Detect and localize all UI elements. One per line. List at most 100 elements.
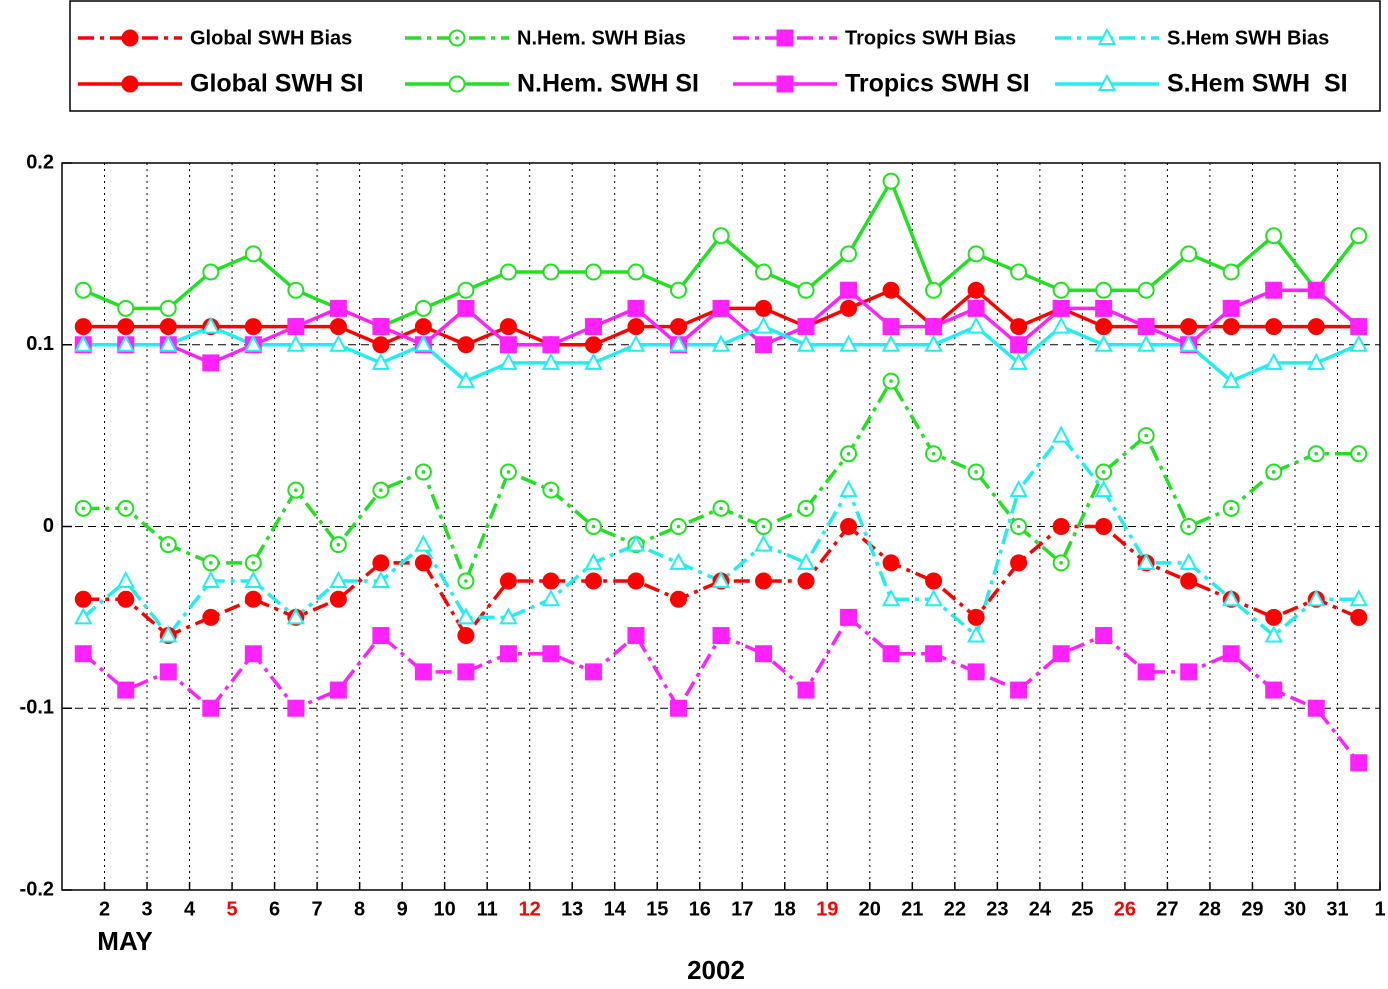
data-point [1307,589,1326,607]
data-point [201,316,220,334]
data-point [626,334,646,352]
data-point [1095,627,1113,645]
y-tick-label: 0 [43,515,54,537]
marker-dot [294,488,298,492]
x-tick-label: 2 [99,898,110,920]
data-point [669,699,687,717]
data-point [755,336,773,354]
data-point [1010,318,1028,336]
data-point [117,590,135,608]
data-point [74,590,92,608]
x-tick-label: 17 [731,898,753,920]
data-point [286,334,306,352]
data-point [669,318,687,336]
data-point [840,245,858,263]
data-point [1180,318,1198,336]
data-point [669,552,688,570]
data-point [967,299,985,317]
marker-dot [591,524,596,529]
month-label: MAY [97,926,152,956]
data-point [329,334,348,352]
legend-marker [776,75,794,93]
x-tick-label: 18 [774,898,796,920]
data-point [1264,352,1283,370]
data-point [117,318,135,336]
data-point [882,318,900,336]
data-point [159,299,177,317]
legend-marker [1097,73,1117,91]
data-point [584,552,603,570]
data-point [542,336,560,354]
data-point [329,318,347,336]
legend-label: Tropics SWH Bias [845,27,1016,49]
data-point [1180,245,1198,263]
data-point [755,299,773,317]
data-point [542,572,560,590]
x-tick-label: 25 [1071,898,1093,920]
data-point [967,663,985,681]
data-point [117,299,135,317]
x-tick-label: 29 [1241,898,1263,920]
data-point [1179,552,1198,570]
plot-frame [61,162,1381,891]
data-point [967,281,985,299]
data-point [1222,645,1240,663]
data-point [924,334,943,352]
data-point [371,570,391,589]
data-point [287,281,305,299]
x-tick-label: 21 [901,898,923,920]
data-point [244,570,263,589]
data-point [627,627,645,645]
data-point [414,299,432,317]
data-point [796,552,816,570]
data-point [117,681,135,699]
data-point [925,572,943,590]
data-point [372,318,390,336]
marker-dot [1186,524,1191,529]
data-point [542,645,560,663]
data-point [1137,663,1155,681]
y-tick-label: -0.1 [20,697,54,719]
data-point [1349,334,1368,352]
data-point [925,645,943,663]
data-point [839,334,858,352]
marker-dot [1229,506,1233,511]
data-point [1180,572,1198,590]
data-point [882,281,900,299]
data-point [712,227,730,245]
data-point [202,699,220,717]
legend-box [69,0,1381,112]
data-point [329,681,347,699]
data-point [1136,552,1156,570]
data-point [882,172,900,190]
data-point [669,590,687,608]
data-point [499,607,518,625]
data-point [584,318,602,336]
data-point [499,336,517,354]
data-point [1222,318,1240,336]
data-point [244,590,262,608]
y-tick-label: 0.1 [26,333,54,355]
marker-dot [549,488,553,492]
legend-label: Global SWH SI [190,70,364,98]
x-tick-label: 11 [477,898,498,920]
x-tick-label: 10 [434,898,456,920]
data-point [414,554,432,572]
marker-dot [379,488,383,492]
data-point [1137,281,1155,299]
marker-dot [1314,452,1319,456]
x-tick-label: 8 [354,898,365,920]
legend-marker [121,75,139,93]
x-tick-label: 9 [397,898,408,920]
data-point [1095,299,1113,317]
marker-dot [123,506,128,511]
x-tick-label: 4 [184,898,196,920]
data-point [457,627,475,645]
x-tick-label: 24 [1029,898,1052,920]
data-point [1095,518,1113,535]
data-point [924,589,943,607]
x-tick-label: 6 [269,898,280,920]
x-tick-label: 14 [604,898,627,920]
data-point [1265,681,1283,699]
legend-marker [776,29,794,47]
